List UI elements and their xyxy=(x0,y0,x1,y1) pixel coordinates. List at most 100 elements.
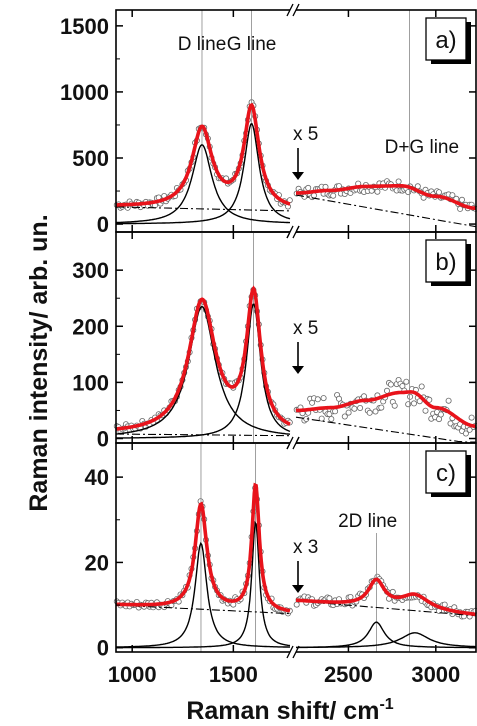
data-point xyxy=(391,402,398,409)
annotation: x 3 xyxy=(293,537,318,558)
y-tick-label: 200 xyxy=(72,314,109,339)
scale-arrow-head xyxy=(292,172,304,180)
data-point xyxy=(374,188,381,195)
panel-label-frame xyxy=(425,239,467,283)
data-point xyxy=(318,415,325,422)
data-point xyxy=(330,192,337,199)
annotation: 2D line xyxy=(338,511,397,532)
y-tick-label: 300 xyxy=(72,258,109,283)
fit-curve-right xyxy=(295,577,477,617)
axis-break-gap xyxy=(290,226,296,238)
data-point xyxy=(426,396,433,403)
data-point xyxy=(468,414,475,421)
component-peak-G xyxy=(116,122,291,225)
data-point xyxy=(437,411,444,418)
component-peak-D xyxy=(115,305,291,435)
panel-label: b) xyxy=(435,249,456,276)
data-point xyxy=(293,601,300,608)
x-axis-title-main: Raman shift/ cm xyxy=(186,697,379,725)
data-point xyxy=(457,205,464,212)
component-peak-D+G xyxy=(296,632,476,649)
data-point xyxy=(466,426,473,433)
y-tick-label: 0 xyxy=(97,212,109,237)
baseline-right xyxy=(295,600,477,617)
axis-break-mark xyxy=(286,645,294,659)
data-point xyxy=(347,594,354,601)
x-tick-label: 1000 xyxy=(108,662,157,687)
data-point xyxy=(303,415,310,422)
data-point xyxy=(341,413,348,420)
data-point xyxy=(445,397,452,404)
axis-break-gap xyxy=(290,646,296,658)
data-point xyxy=(462,430,469,437)
data-point xyxy=(372,408,379,415)
y-tick-label: 500 xyxy=(72,146,109,171)
data-point xyxy=(395,178,402,185)
axes-text-group: Raman intensity/ arb. un. Raman shift/ c… xyxy=(25,214,394,725)
x-axis-title-superscript: -1 xyxy=(379,696,393,713)
axis-break-mark xyxy=(292,3,300,17)
data-point xyxy=(328,415,335,422)
data-point xyxy=(305,184,312,191)
data-point xyxy=(405,401,412,408)
data-point xyxy=(422,407,429,414)
panel-label-box: b) xyxy=(425,239,471,286)
data-point xyxy=(314,396,321,403)
x-tick-label: 2500 xyxy=(324,662,373,687)
panel-2: 0 20 40 c) 2D line x 3 xyxy=(85,436,477,661)
data-point xyxy=(301,193,308,200)
fit-curve-right xyxy=(295,390,477,428)
fit-curve-left xyxy=(115,482,291,613)
x-tick-label: 1500 xyxy=(209,662,258,687)
data-point xyxy=(378,404,385,411)
data-point xyxy=(357,404,364,411)
annotation: D+G line xyxy=(385,137,459,158)
data-point xyxy=(332,408,339,415)
panel-label-box: c) xyxy=(425,450,471,497)
scale-arrow-head xyxy=(292,585,304,593)
data-point xyxy=(366,409,373,416)
y-tick-label: 0 xyxy=(97,636,109,661)
baseline-left xyxy=(115,604,291,615)
axis-break-mark xyxy=(292,225,300,239)
annotation: G line xyxy=(227,34,277,55)
y-tick-label: 1000 xyxy=(60,80,109,105)
panel-label-frame xyxy=(425,450,467,494)
axis-break-mark xyxy=(286,436,294,450)
data-point xyxy=(383,387,390,394)
component-peak-G xyxy=(116,520,291,649)
x-tick-labels: 1000 1500 2500 3000 xyxy=(108,662,461,687)
data-point xyxy=(435,189,442,196)
axis-break-mark xyxy=(292,645,300,659)
axis-break-mark xyxy=(286,225,294,239)
axis-break-gap xyxy=(290,437,296,449)
y-tick-label: 100 xyxy=(72,370,109,395)
data-point xyxy=(320,395,327,402)
data-point xyxy=(387,381,394,388)
panel-label: a) xyxy=(435,27,456,54)
data-point xyxy=(416,398,423,405)
data-point xyxy=(345,409,352,416)
baseline-right xyxy=(295,416,476,443)
panel-label-frame xyxy=(425,17,467,61)
data-point xyxy=(410,400,417,407)
y-axis-title: Raman intensity/ arb. un. xyxy=(25,214,53,511)
fit-curve-right xyxy=(296,184,476,210)
x-tick-label: 3000 xyxy=(411,662,460,687)
panel-0: 0 500 1000 1500 a) D line G line D+G line x 5 xyxy=(60,3,477,239)
component-peak-D xyxy=(116,541,290,648)
axis-break-mark xyxy=(286,3,294,17)
y-tick-label: 40 xyxy=(85,465,109,490)
data-point xyxy=(458,196,465,203)
y-tick-label: 20 xyxy=(85,550,109,575)
data-point xyxy=(407,393,414,400)
axis-break-gap xyxy=(290,4,296,16)
fit-curve-left xyxy=(116,102,291,207)
baseline-left xyxy=(115,206,291,212)
annotation: x 5 xyxy=(293,318,318,339)
data-point xyxy=(403,378,410,385)
scale-arrow-head xyxy=(292,366,304,374)
y-tick-label: 1500 xyxy=(60,14,109,39)
annotation: D line xyxy=(178,34,227,55)
